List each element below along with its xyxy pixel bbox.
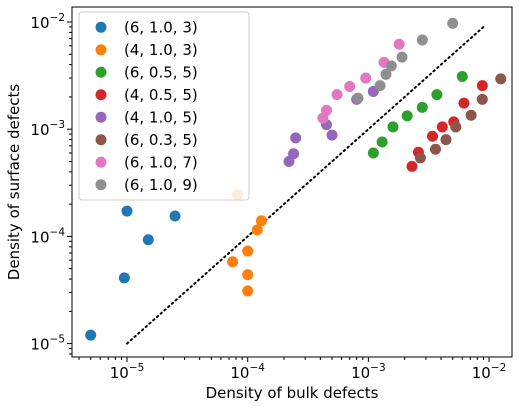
data-point xyxy=(321,104,333,116)
legend-marker xyxy=(95,134,107,146)
data-point xyxy=(242,269,254,281)
data-point xyxy=(440,134,452,146)
legend-marker xyxy=(95,111,107,123)
data-point xyxy=(380,68,392,80)
legend-label: (6, 1.0, 3) xyxy=(124,18,198,36)
data-point xyxy=(447,17,459,29)
data-point xyxy=(431,89,443,101)
data-point xyxy=(416,101,428,113)
data-point xyxy=(456,71,468,83)
data-point xyxy=(396,51,408,63)
legend-marker xyxy=(95,179,107,191)
data-point xyxy=(242,245,254,257)
data-point xyxy=(255,215,267,227)
legend-label: (4, 1.0, 5) xyxy=(124,108,198,126)
data-point xyxy=(476,80,488,92)
legend-marker xyxy=(95,66,107,78)
legend-marker xyxy=(95,21,107,33)
legend-marker xyxy=(95,89,107,101)
data-point xyxy=(367,147,379,159)
data-point xyxy=(495,73,507,85)
data-point xyxy=(426,130,438,142)
data-point xyxy=(393,38,405,50)
data-point xyxy=(142,234,154,246)
data-point xyxy=(121,205,133,217)
data-point xyxy=(326,129,338,141)
data-point xyxy=(401,110,413,122)
data-point xyxy=(416,34,428,46)
data-point xyxy=(169,210,181,222)
data-point xyxy=(406,160,418,172)
reference-line-layer xyxy=(126,25,485,345)
data-point xyxy=(450,121,462,133)
data-point xyxy=(465,109,477,121)
data-point xyxy=(376,136,388,148)
y-tick-label: 10−3 xyxy=(30,119,65,139)
data-point xyxy=(118,272,130,284)
data-point xyxy=(436,121,448,133)
data-point xyxy=(360,72,372,84)
legend-label: (6, 1.0, 7) xyxy=(124,153,198,171)
legend-box xyxy=(78,11,250,201)
reference-line xyxy=(126,25,485,345)
legend-marker xyxy=(95,156,107,168)
legend-label: (4, 1.0, 3) xyxy=(124,41,198,59)
data-point xyxy=(242,285,254,297)
data-point xyxy=(251,224,263,236)
data-point xyxy=(374,80,386,92)
legend-label: (6, 0.5, 5) xyxy=(124,63,198,81)
data-point xyxy=(352,92,364,104)
data-point xyxy=(414,152,426,164)
legend-marker xyxy=(95,44,107,56)
data-point xyxy=(476,93,488,105)
y-tick-label: 10−5 xyxy=(30,334,65,354)
y-tick-label: 10−4 xyxy=(30,226,65,246)
legend-label: (6, 0.3, 5) xyxy=(124,131,198,149)
legend: (6, 1.0, 3) (4, 1.0, 3) (6, 0.5, 5) (4, 0.5… xyxy=(78,11,250,201)
x-tick-label: 10−3 xyxy=(351,362,386,382)
x-tick-label: 10−4 xyxy=(230,362,265,382)
data-point xyxy=(458,97,470,109)
data-point xyxy=(429,143,441,155)
data-point xyxy=(288,148,300,160)
data-point xyxy=(85,329,97,341)
data-point xyxy=(387,121,399,133)
plot-frame xyxy=(71,6,513,358)
y-tick-label: 10−2 xyxy=(30,12,65,32)
y-axis-label: Density of surface defects xyxy=(5,84,23,281)
legend-label: (4, 0.5, 5) xyxy=(124,86,198,104)
x-axis-label: Density of bulk defects xyxy=(206,384,379,402)
data-point xyxy=(385,60,397,72)
data-point xyxy=(290,132,302,144)
x-tick-label: 10−5 xyxy=(110,362,145,382)
x-tick-label: 10−2 xyxy=(472,362,507,382)
legend-label: (6, 1.0, 9) xyxy=(124,176,198,194)
data-point xyxy=(227,256,239,268)
data-point xyxy=(344,81,356,93)
data-point xyxy=(331,89,343,101)
